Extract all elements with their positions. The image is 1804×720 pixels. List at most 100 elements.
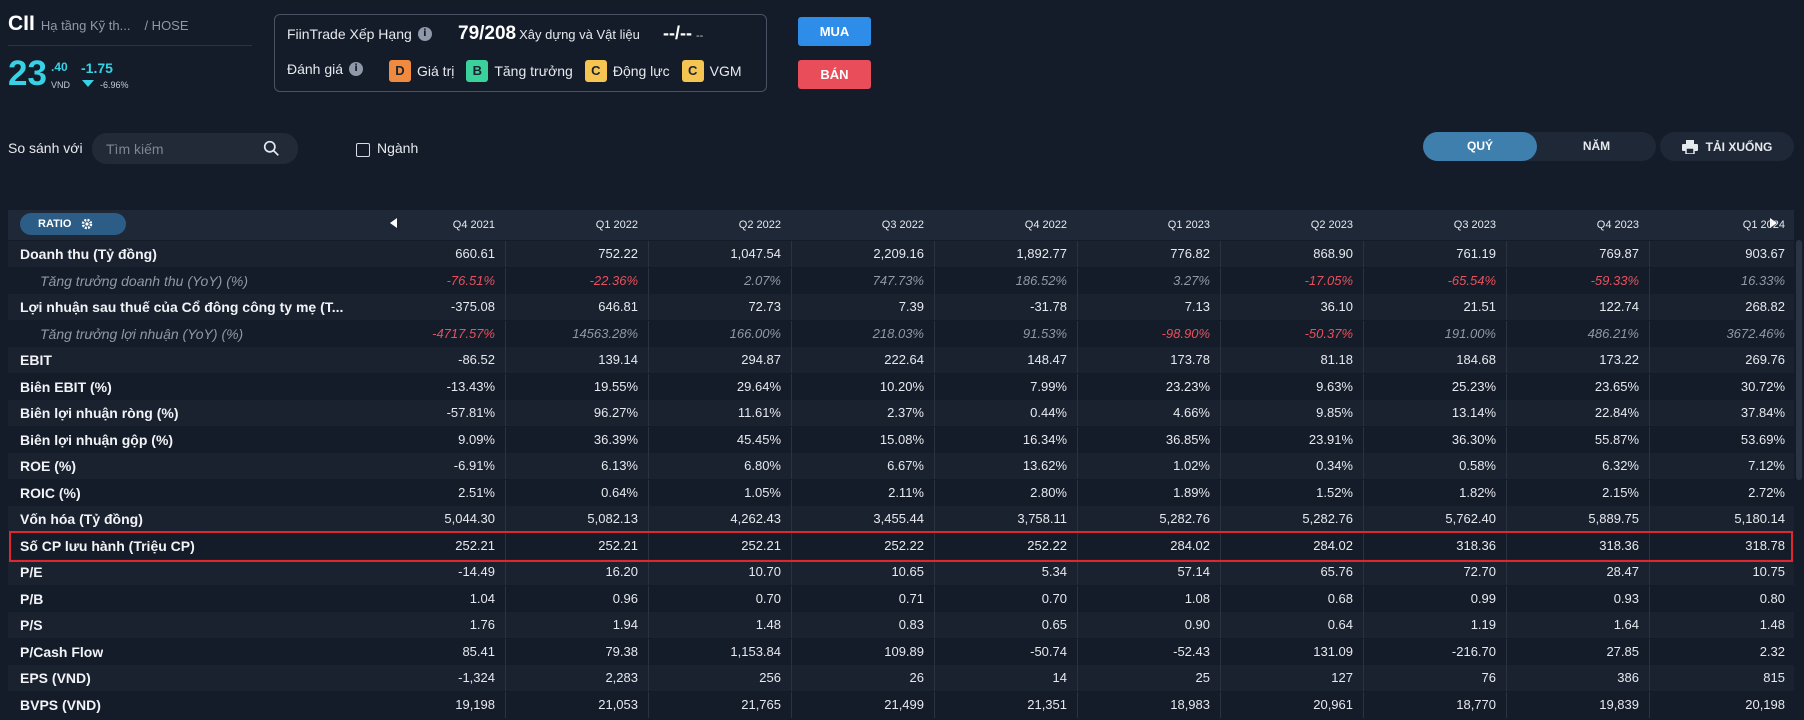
grade-vgm-badge: C bbox=[681, 60, 704, 82]
table-row[interactable]: P/E -14.49 16.20 10.70 10.65 5.34 57.14 65.76 72… bbox=[8, 559, 1794, 585]
table-row[interactable]: P/Cash Flow 85.41 79.38 1,153.84 109.89 -50.7… bbox=[8, 638, 1794, 665]
sell-button[interactable]: BÁN bbox=[798, 60, 871, 89]
table-cell: 65.76 bbox=[1320, 564, 1353, 579]
grade-vgm-label: VGM bbox=[709, 63, 742, 79]
table-cell: 386 bbox=[1617, 670, 1639, 685]
table-cell: 9.09% bbox=[458, 431, 495, 447]
table-row[interactable]: Biên lợi nhuận gộp (%) 9.09% 36.39% 45.45% 1… bbox=[8, 426, 1794, 453]
table-cell: 5,180.14 bbox=[1734, 511, 1785, 526]
table-row[interactable]: Lợi nhuận sau thuế của Cổ đông công ty m… bbox=[8, 294, 1794, 320]
ratio-dropdown[interactable]: RATIO bbox=[20, 213, 126, 235]
table-cell: 13.14% bbox=[1451, 405, 1496, 420]
column-divider bbox=[1220, 373, 1221, 400]
download-button[interactable]: TẢI XUỐNG bbox=[1660, 132, 1794, 161]
table-cell: 3.27% bbox=[1173, 272, 1210, 288]
table-cell: 1,153.84 bbox=[730, 643, 781, 659]
industry-checkbox[interactable] bbox=[356, 143, 370, 157]
column-divider bbox=[1649, 294, 1650, 320]
search-icon[interactable] bbox=[263, 140, 280, 157]
table-cell: 27.85 bbox=[1606, 643, 1639, 659]
table-cell: 1.04 bbox=[469, 590, 495, 606]
table-row[interactable]: Doanh thu (Tỷ đồng) 660.61 752.22 1,047.54 2… bbox=[8, 241, 1794, 267]
table-row[interactable]: BVPS (VND) 19,198 21,053 21,765 21,499 21,351… bbox=[8, 691, 1794, 718]
table-cell: 318.36 bbox=[1456, 537, 1496, 553]
table-cell: 26 bbox=[909, 670, 924, 685]
search-input[interactable] bbox=[106, 139, 256, 158]
column-divider bbox=[1077, 479, 1078, 506]
column-divider bbox=[1506, 585, 1507, 612]
table-cell: 29.64% bbox=[736, 378, 781, 394]
table-row[interactable]: EPS (VND) -1,324 2,283 256 26 14 25 127 76 386 815 bbox=[8, 665, 1794, 691]
table-cell: 76 bbox=[1481, 670, 1496, 685]
table-cell: -13.43% bbox=[446, 378, 495, 394]
table-row[interactable]: ROE (%) -6.91% 6.13% 6.80% 6.67% 13.62% 1.02% 0… bbox=[8, 453, 1794, 479]
info-icon[interactable]: i bbox=[417, 27, 432, 41]
quarter-tab[interactable]: QUÝ bbox=[1423, 132, 1537, 161]
table-row[interactable]: Tăng trưởng lợi nhuận (YoY) (%) -4717.57%… bbox=[8, 320, 1794, 347]
column-divider bbox=[505, 241, 506, 267]
table-cell: 1.02% bbox=[1173, 458, 1210, 473]
table-row[interactable]: P/B 1.04 0.96 0.70 0.71 0.70 1.08 0.68 0.99 0.93 0… bbox=[8, 585, 1794, 612]
table-cell: 0.44% bbox=[1030, 405, 1067, 420]
table-cell: 769.87 bbox=[1599, 246, 1639, 261]
column-divider bbox=[934, 241, 935, 267]
ticker-divider bbox=[8, 45, 252, 46]
table-cell: 7.99% bbox=[1030, 378, 1067, 394]
table-row[interactable]: Biên EBIT (%) -13.43% 19.55% 29.64% 10.20% 7.… bbox=[8, 373, 1794, 400]
table-cell: 166.00% bbox=[729, 325, 781, 341]
column-divider bbox=[505, 400, 506, 426]
table-cell: 1.19 bbox=[1470, 617, 1496, 632]
table-row[interactable]: Tăng trưởng doanh thu (YoY) (%) -76.51% -2… bbox=[8, 267, 1794, 294]
table-cell: -59.33% bbox=[1590, 272, 1639, 288]
table-cell: 9.63% bbox=[1316, 378, 1353, 394]
grade-list: D Giá trị B Tăng trưởng C Động lực C VGM bbox=[389, 60, 742, 82]
gear-icon[interactable] bbox=[81, 218, 93, 230]
table-cell: 6.67% bbox=[887, 458, 924, 473]
column-header: Q2 2022 bbox=[738, 219, 781, 231]
compare-label: So sánh với bbox=[8, 140, 83, 156]
rating-label: FiinTrade Xếp Hạng bbox=[287, 26, 412, 42]
column-divider bbox=[1649, 585, 1650, 612]
column-divider bbox=[1220, 691, 1221, 718]
table-cell: -57.81% bbox=[446, 405, 495, 420]
column-divider bbox=[791, 453, 792, 479]
column-divider bbox=[1220, 559, 1221, 585]
table-row[interactable]: EBIT -86.52 139.14 294.87 222.64 148.47 173.78… bbox=[8, 347, 1794, 373]
column-divider bbox=[648, 506, 649, 532]
year-tab[interactable]: NĂM bbox=[1582, 139, 1611, 153]
table-cell: 11.61% bbox=[737, 405, 781, 420]
column-divider bbox=[505, 373, 506, 400]
table-row[interactable]: Biên lợi nhuận ròng (%) -57.81% 96.27% 11.6… bbox=[8, 400, 1794, 426]
table-cell: 4.66% bbox=[1173, 405, 1210, 420]
column-divider bbox=[1506, 241, 1507, 267]
table-cell: 37.84% bbox=[1740, 405, 1785, 420]
table-row[interactable]: ROIC (%) 2.51% 0.64% 1.05% 2.11% 2.80% 1.89% 1.… bbox=[8, 479, 1794, 506]
column-divider bbox=[1077, 294, 1078, 320]
table-row[interactable]: P/S 1.76 1.94 1.48 0.83 0.65 0.90 0.64 1.19 1.64 1… bbox=[8, 612, 1794, 638]
column-divider bbox=[1506, 691, 1507, 718]
table-row[interactable]: Số CP lưu hành (Triệu CP) 252.21 252.21 252… bbox=[8, 532, 1794, 559]
table-cell: 815 bbox=[1763, 670, 1785, 685]
vertical-scrollbar[interactable] bbox=[1796, 240, 1802, 480]
table-cell: 1.82% bbox=[1459, 484, 1496, 500]
table-cell: 81.18 bbox=[1320, 352, 1353, 367]
table-cell: 5,044.30 bbox=[444, 511, 495, 526]
column-divider bbox=[1363, 559, 1364, 585]
column-divider bbox=[1363, 585, 1364, 612]
table-cell: 6.32% bbox=[1602, 458, 1639, 473]
highlighted-row-outline bbox=[9, 531, 1793, 562]
table-row[interactable]: Vốn hóa (Tỷ đồng) 5,044.30 5,082.13 4,262.4… bbox=[8, 506, 1794, 532]
column-divider bbox=[505, 294, 506, 320]
column-divider bbox=[1220, 612, 1221, 638]
next-period-icon[interactable] bbox=[1770, 218, 1777, 228]
table-cell: -216.70 bbox=[1451, 643, 1496, 659]
info-icon[interactable]: i bbox=[349, 62, 364, 76]
buy-button[interactable]: MUA bbox=[798, 17, 871, 46]
previous-period-icon[interactable] bbox=[390, 218, 397, 228]
column-divider bbox=[1077, 506, 1078, 532]
table-cell: 72.73 bbox=[748, 299, 781, 314]
column-divider bbox=[1363, 479, 1364, 506]
column-divider bbox=[1363, 453, 1364, 479]
column-divider bbox=[1506, 665, 1507, 691]
rating-rank: 79/208 Xây dựng và Vật liệu bbox=[458, 23, 640, 45]
